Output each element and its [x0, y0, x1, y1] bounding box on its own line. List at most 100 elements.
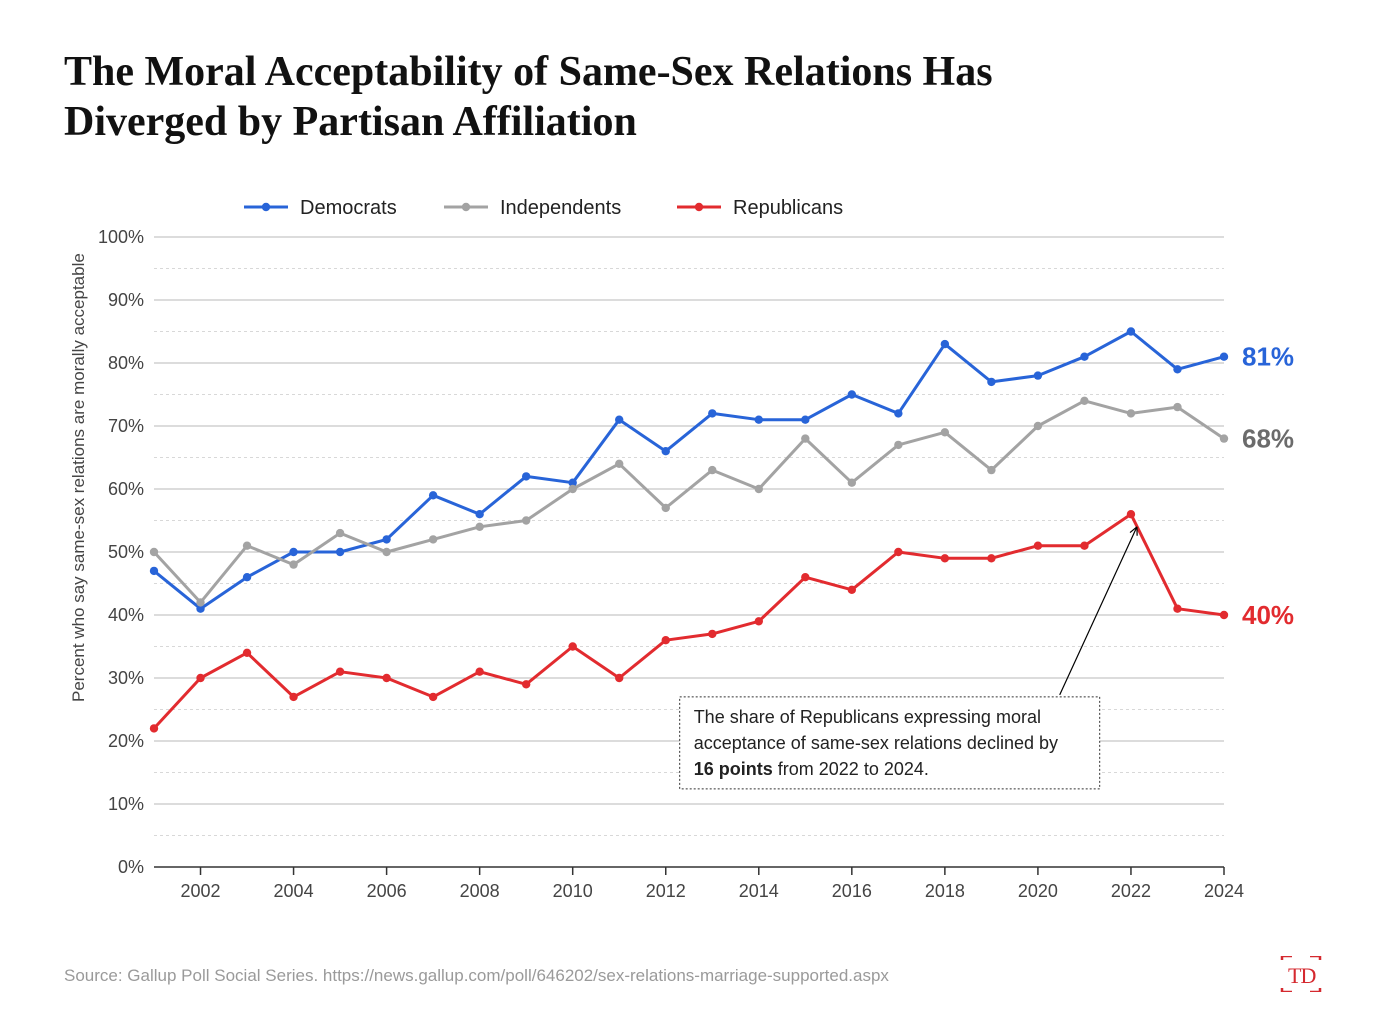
- series-marker: [1127, 409, 1135, 417]
- series-line: [154, 332, 1224, 609]
- x-tick-label: 2012: [646, 881, 686, 901]
- series-marker: [801, 573, 809, 581]
- series-marker: [848, 479, 856, 487]
- series-marker: [662, 504, 670, 512]
- series-marker: [1034, 371, 1042, 379]
- y-tick-label: 10%: [108, 794, 144, 814]
- series-marker: [801, 434, 809, 442]
- series-marker: [894, 548, 902, 556]
- series-marker: [429, 535, 437, 543]
- series-marker: [382, 535, 390, 543]
- series-marker: [475, 668, 483, 676]
- series-marker: [801, 416, 809, 424]
- series-marker: [196, 674, 204, 682]
- series-marker: [382, 674, 390, 682]
- annotation-text: 16 points from 2022 to 2024.: [694, 759, 929, 779]
- series-marker: [336, 668, 344, 676]
- series-marker: [987, 378, 995, 386]
- series-marker: [568, 642, 576, 650]
- series-marker: [848, 586, 856, 594]
- y-axis-label: Percent who say same-sex relations are m…: [69, 253, 88, 702]
- series-marker: [429, 491, 437, 499]
- series-marker: [987, 466, 995, 474]
- line-chart-svg: 0%10%20%30%40%50%60%70%80%90%100%2002200…: [64, 157, 1316, 937]
- series-marker: [1080, 542, 1088, 550]
- series-marker: [894, 441, 902, 449]
- y-tick-label: 30%: [108, 668, 144, 688]
- series-marker: [755, 416, 763, 424]
- legend-label: Republicans: [733, 197, 843, 219]
- x-tick-label: 2004: [274, 881, 314, 901]
- y-tick-label: 0%: [118, 857, 144, 877]
- series-marker: [987, 554, 995, 562]
- x-tick-label: 2016: [832, 881, 872, 901]
- x-tick-label: 2010: [553, 881, 593, 901]
- series-marker: [941, 428, 949, 436]
- x-tick-label: 2022: [1111, 881, 1151, 901]
- series-marker: [568, 485, 576, 493]
- series-marker: [708, 630, 716, 638]
- series-marker: [894, 409, 902, 417]
- series-marker: [1080, 353, 1088, 361]
- series-marker: [848, 390, 856, 398]
- series-marker: [150, 567, 158, 575]
- series-end-label: 68%: [1242, 424, 1294, 454]
- series-marker: [243, 542, 251, 550]
- series-marker: [382, 548, 390, 556]
- series-marker: [243, 573, 251, 581]
- x-tick-label: 2024: [1204, 881, 1244, 901]
- y-tick-label: 80%: [108, 353, 144, 373]
- series-marker: [475, 523, 483, 531]
- series-marker: [336, 548, 344, 556]
- series-marker: [522, 680, 530, 688]
- x-tick-label: 2014: [739, 881, 779, 901]
- series-marker: [662, 447, 670, 455]
- series-line: [154, 514, 1224, 728]
- source-text: Source: Gallup Poll Social Series. https…: [64, 966, 889, 986]
- series-marker: [150, 548, 158, 556]
- annotation-text: acceptance of same-sex relations decline…: [694, 733, 1058, 753]
- legend-label: Independents: [500, 197, 621, 219]
- series-marker: [1220, 434, 1228, 442]
- series-marker: [1127, 327, 1135, 335]
- series-marker: [941, 554, 949, 562]
- series-marker: [243, 649, 251, 657]
- x-tick-label: 2006: [367, 881, 407, 901]
- legend-label: Democrats: [300, 197, 397, 219]
- series-marker: [429, 693, 437, 701]
- series-marker: [941, 340, 949, 348]
- x-tick-label: 2018: [925, 881, 965, 901]
- series-marker: [289, 560, 297, 568]
- series-marker: [1127, 510, 1135, 518]
- x-tick-label: 2020: [1018, 881, 1058, 901]
- y-tick-label: 60%: [108, 479, 144, 499]
- series-marker: [1034, 422, 1042, 430]
- series-marker: [755, 485, 763, 493]
- series-marker: [289, 693, 297, 701]
- series-marker: [475, 510, 483, 518]
- series-marker: [1173, 605, 1181, 613]
- series-marker: [615, 416, 623, 424]
- series-marker: [336, 529, 344, 537]
- chart-title: The Moral Acceptability of Same-Sex Rela…: [64, 48, 1064, 147]
- y-tick-label: 20%: [108, 731, 144, 751]
- y-tick-label: 70%: [108, 416, 144, 436]
- series-marker: [708, 409, 716, 417]
- publisher-logo: TD: [1278, 956, 1324, 992]
- series-marker: [662, 636, 670, 644]
- x-tick-label: 2008: [460, 881, 500, 901]
- svg-text:TD: TD: [1288, 963, 1315, 988]
- series-marker: [615, 460, 623, 468]
- series-marker: [615, 674, 623, 682]
- y-tick-label: 90%: [108, 290, 144, 310]
- series-end-label: 40%: [1242, 600, 1294, 630]
- y-tick-label: 40%: [108, 605, 144, 625]
- chart-container: 0%10%20%30%40%50%60%70%80%90%100%2002200…: [64, 157, 1316, 937]
- y-tick-label: 50%: [108, 542, 144, 562]
- series-marker: [708, 466, 716, 474]
- series-marker: [1034, 542, 1042, 550]
- series-marker: [1220, 353, 1228, 361]
- series-marker: [1173, 403, 1181, 411]
- series-marker: [1080, 397, 1088, 405]
- x-tick-label: 2002: [180, 881, 220, 901]
